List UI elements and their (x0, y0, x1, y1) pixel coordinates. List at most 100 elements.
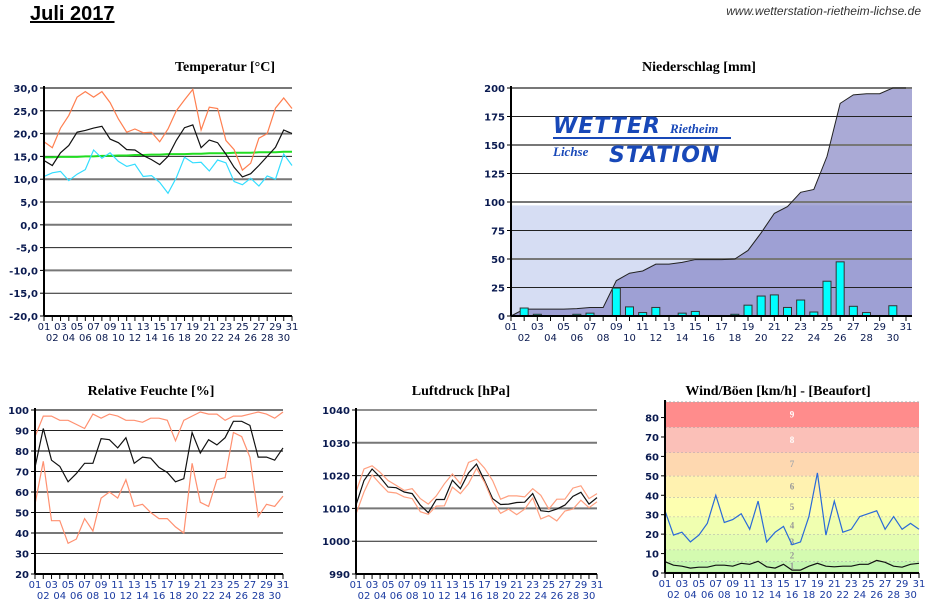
series-langjähriges-mittel (44, 150, 292, 159)
x-tick-label: 01 (38, 322, 51, 333)
x-tick-label: 03 (45, 580, 58, 591)
x-tick-label: 09 (95, 580, 108, 591)
x-tick-label: 02 (46, 333, 59, 344)
series-wind (664, 559, 920, 571)
series-maximum (43, 88, 293, 172)
y-tick-label: 1040 (322, 406, 350, 417)
x-tick-label: 07 (709, 579, 722, 590)
rain-bar-day-27 (848, 305, 858, 317)
y-tick-label: 100 (484, 198, 505, 209)
x-tick-label: 02 (518, 333, 531, 344)
x-tick-label: 07 (78, 580, 91, 591)
x-tick-label: 26 (870, 590, 883, 601)
beaufort-label: 8 (790, 435, 795, 445)
y-tick-label: 1020 (322, 472, 350, 483)
y-tick-label: -15,0 (9, 289, 38, 300)
x-tick-label: 17 (715, 322, 728, 333)
x-tick-label: 11 (743, 579, 756, 590)
x-tick-label: 27 (244, 580, 257, 591)
series-minimum (34, 431, 284, 545)
rain-bar-day-20 (756, 295, 766, 317)
beaufort-label: 6 (790, 482, 795, 492)
y-tick-label: 75 (491, 227, 505, 238)
beaufort-band-9 (665, 402, 919, 428)
x-tick-label: 05 (692, 579, 705, 590)
x-tick-label: 17 (794, 579, 807, 590)
wetterstation-logo: WETTER Rietheim Lichse STATION (552, 114, 731, 168)
x-tick-label: 01 (29, 580, 42, 591)
x-tick-label: 12 (752, 590, 765, 601)
y-tick-label: 30,0 (13, 84, 38, 95)
x-tick-label: 04 (53, 591, 66, 602)
x-tick-label: 27 (847, 322, 860, 333)
rain-bar-day-25 (822, 280, 832, 317)
x-tick-label: 07 (87, 322, 100, 333)
y-tick-label: -20,0 (9, 312, 38, 323)
series-mittel (34, 420, 284, 483)
y-tick-label: 50 (15, 509, 29, 520)
x-tick-label: 29 (896, 579, 909, 590)
logo-place-1: Rietheim (669, 121, 718, 136)
x-tick-label: 09 (726, 579, 739, 590)
y-tick-label: 20 (645, 530, 659, 541)
x-tick-label: 18 (178, 333, 191, 344)
site-url[interactable]: www.wetterstation-rietheim-lichse.de (726, 4, 921, 18)
y-tick-label: 1000 (322, 537, 350, 548)
x-tick-label: 15 (777, 579, 790, 590)
series-mittel (355, 463, 598, 514)
x-tick-label: 23 (526, 580, 539, 591)
x-tick-label: 01 (350, 580, 363, 591)
x-tick-label: 05 (71, 322, 84, 333)
x-tick-label: 26 (235, 591, 248, 602)
x-tick-label: 16 (702, 333, 715, 344)
series-minimum (43, 148, 293, 195)
long-term-average-overlay (511, 205, 912, 316)
x-tick-label: 27 (253, 322, 266, 333)
humidity-chart-title: Relative Feuchte [%] (88, 384, 215, 399)
rain-bar-day-19 (743, 304, 753, 317)
x-tick-label: 18 (728, 333, 741, 344)
x-tick-label: 16 (470, 591, 483, 602)
x-tick-label: 16 (786, 590, 799, 601)
x-tick-label: 15 (689, 322, 702, 333)
x-tick-label: 24 (219, 591, 232, 602)
x-tick-label: 03 (366, 580, 379, 591)
beaufort-band-8 (665, 427, 919, 453)
x-tick-label: 26 (244, 333, 257, 344)
x-tick-label: 28 (252, 591, 265, 602)
x-tick-label: 08 (95, 333, 108, 344)
x-tick-label: 21 (828, 579, 841, 590)
y-tick-label: 5,0 (20, 198, 38, 209)
beaufort-label: 4 (790, 520, 795, 530)
y-tick-label: 125 (484, 170, 505, 181)
rain-chart-title: Niederschlag [mm] (642, 60, 756, 75)
pressure-chart-title: Luftdruck [hPa] (412, 384, 510, 399)
x-tick-label: 13 (137, 322, 150, 333)
x-tick-label: 13 (760, 579, 773, 590)
logo-place-2: Lichse (552, 144, 589, 159)
x-tick-label: 23 (845, 579, 858, 590)
x-tick-label: 04 (62, 333, 75, 344)
x-tick-label: 22 (518, 591, 531, 602)
x-tick-label: 10 (735, 590, 748, 601)
x-tick-label: 08 (86, 591, 99, 602)
x-tick-label: 09 (104, 322, 117, 333)
x-tick-label: 14 (769, 590, 782, 601)
x-tick-label: 31 (913, 579, 926, 590)
beaufort-band-2 (665, 549, 919, 562)
x-tick-label: 16 (153, 591, 166, 602)
x-tick-label: 26 (834, 333, 847, 344)
x-tick-label: 01 (659, 579, 672, 590)
y-tick-label: 80 (15, 447, 29, 458)
x-tick-label: 16 (162, 333, 175, 344)
rain-bar-day-09 (611, 287, 621, 317)
hum-chart: 2030405060708090100010203040506070809101… (8, 406, 289, 602)
y-tick-label: 90 (15, 427, 29, 438)
logo-word-1: WETTER (553, 114, 661, 139)
x-tick-label: 15 (462, 580, 475, 591)
y-tick-label: 30 (15, 550, 29, 561)
x-tick-label: 03 (676, 579, 689, 590)
y-tick-label: 25,0 (13, 107, 38, 118)
x-tick-label: 01 (505, 322, 518, 333)
x-tick-label: 23 (219, 322, 232, 333)
